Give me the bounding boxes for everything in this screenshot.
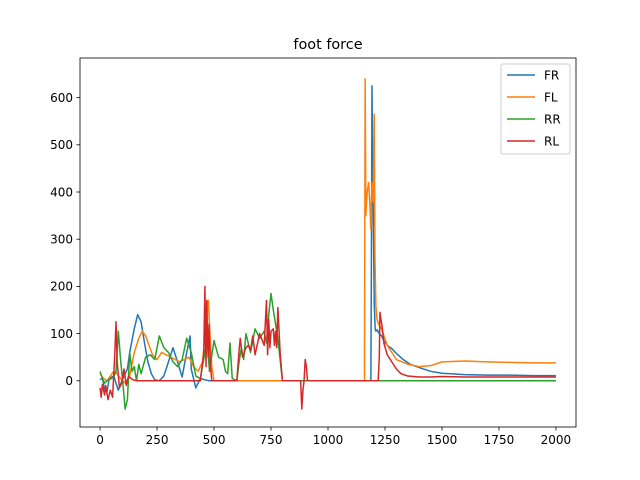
y-tick-label: 500 [50, 138, 73, 152]
series-line-fl [99, 78, 556, 384]
x-tick-label: 1250 [370, 433, 401, 447]
y-tick-label: 600 [50, 91, 73, 105]
x-tick-label: 0 [96, 433, 104, 447]
x-tick-label: 500 [203, 433, 226, 447]
x-tick-label: 2000 [541, 433, 572, 447]
x-axis: 0 250 500 750 1000 1250 1500 1750 2000 [96, 427, 571, 447]
y-axis: 0 100 200 300 400 500 600 [50, 91, 80, 388]
legend-label-fr: FR [544, 68, 559, 82]
x-tick-label: 1750 [484, 433, 515, 447]
y-tick-label: 100 [50, 327, 73, 341]
x-tick-label: 750 [260, 433, 283, 447]
y-tick-label: 400 [50, 185, 73, 199]
x-tick-label: 250 [146, 433, 169, 447]
x-tick-label: 1000 [313, 433, 344, 447]
plot-frame [79, 57, 577, 428]
series-layer [99, 78, 556, 410]
x-tick-label: 1500 [427, 433, 458, 447]
legend-label-rr: RR [544, 112, 561, 126]
plot-area [99, 78, 556, 410]
y-tick-label: 200 [50, 280, 73, 294]
legend: FR FL RR RL [500, 63, 571, 155]
y-tick-label: 300 [50, 232, 73, 246]
series-line-rr [99, 292, 556, 410]
legend-label-rl: RL [544, 134, 559, 148]
y-tick-label: 0 [65, 374, 73, 388]
legend-label-fl: FL [544, 90, 558, 104]
chart-title: foot force [293, 37, 362, 53]
legend-box [500, 63, 571, 155]
series-line-rl [99, 285, 556, 410]
